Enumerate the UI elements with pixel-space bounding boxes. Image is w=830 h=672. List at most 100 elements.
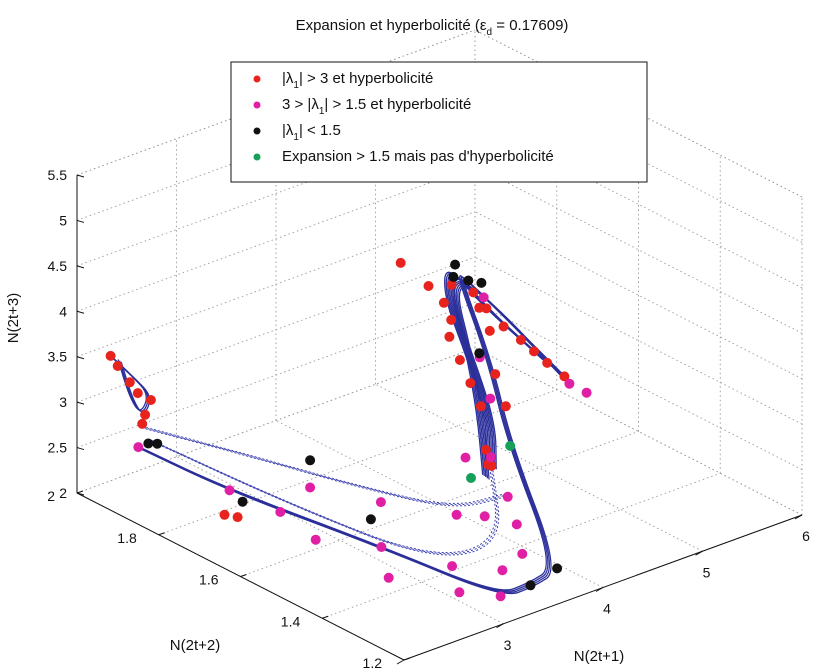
data-point-series-3 <box>474 348 485 359</box>
legend-label-3: |λ1| < 1.5 <box>282 122 341 143</box>
y-tick-mark <box>322 615 329 619</box>
data-point-series-1 <box>219 509 230 520</box>
wall-grid-line <box>76 120 476 267</box>
x-tick-label: 6 <box>802 528 810 544</box>
data-point-series-3 <box>463 275 474 286</box>
data-point-series-1 <box>112 361 123 371</box>
data-point-series-1 <box>446 314 457 325</box>
trajectory-curve <box>142 426 504 504</box>
data-point-series-2 <box>305 482 316 493</box>
y-tick-mark <box>403 657 411 661</box>
x-tick-mark <box>595 587 604 592</box>
data-point-series-1 <box>444 331 455 342</box>
z-tick-label: 4 <box>59 303 67 319</box>
legend-box <box>230 61 648 183</box>
data-point-series-1 <box>475 401 486 412</box>
data-point-series-1 <box>454 355 465 365</box>
data-point-series-1 <box>132 388 143 399</box>
data-point-series-2 <box>497 565 508 576</box>
axes-box <box>76 174 803 665</box>
data-point-series-1 <box>490 369 501 380</box>
data-point-series-3 <box>143 438 154 449</box>
data-point-series-2 <box>479 511 490 522</box>
y-tick-label: 1.6 <box>199 572 219 588</box>
data-point-series-2 <box>133 442 144 453</box>
trajectory-curve <box>452 277 551 469</box>
data-point-series-2 <box>485 452 496 463</box>
data-point-series-1 <box>145 395 156 405</box>
trajectory-curve <box>144 427 505 506</box>
floor-grid-line <box>158 389 557 536</box>
y-tick-label: 1.8 <box>117 530 137 546</box>
y-tick-label: 1.4 <box>281 613 301 629</box>
z-axis-label: N(2t+3) <box>5 293 22 343</box>
data-point-series-2 <box>275 507 286 517</box>
z-tick-label: 3.5 <box>48 349 68 365</box>
data-point-series-3 <box>450 259 461 270</box>
wall-grid-line <box>76 256 476 403</box>
y-tick-label: 1.2 <box>363 655 383 671</box>
z-tick-mark <box>76 492 85 496</box>
y-tick-label: 2 <box>47 488 55 504</box>
data-point-series-1 <box>137 418 148 429</box>
data-point-series-2 <box>502 491 513 502</box>
data-point-series-3 <box>237 496 248 507</box>
trajectory-curve <box>152 441 498 555</box>
data-point-series-1 <box>124 377 135 388</box>
data-point-series-1 <box>480 444 491 455</box>
legend-marker-2 <box>253 101 261 109</box>
x-tick-mark <box>794 514 803 520</box>
data-point-series-2 <box>447 561 458 572</box>
data-point-series-2 <box>383 572 394 583</box>
legend-marker-3 <box>253 127 261 135</box>
data-point-series-2 <box>478 292 489 303</box>
trajectory-curve <box>140 278 568 595</box>
data-point-series-3 <box>476 277 487 288</box>
x-tick-mark <box>496 623 504 629</box>
z-tick-mark <box>76 219 85 223</box>
wall-grid-line <box>76 347 476 494</box>
data-point-series-1 <box>423 281 434 291</box>
data-point-series-4 <box>505 440 516 451</box>
x-tick-mark <box>396 659 405 665</box>
data-point-series-2 <box>564 378 575 389</box>
data-point-series-2 <box>485 393 496 404</box>
data-point-series-1 <box>559 371 570 382</box>
data-point-series-1 <box>498 321 509 332</box>
data-point-series-1 <box>438 297 449 308</box>
y-tick-mark <box>158 532 165 536</box>
data-point-series-2 <box>581 387 592 398</box>
legend-label-4: Expansion > 1.5 mais pas d'hyperbolicité <box>282 148 554 165</box>
data-point-series-4 <box>466 473 476 483</box>
data-point-series-2 <box>495 591 506 602</box>
x-tick-label: 4 <box>603 601 611 617</box>
z-tick-mark <box>76 356 85 360</box>
y-axis-label: N(2t+2) <box>170 637 220 654</box>
data-point-series-2 <box>224 485 235 496</box>
data-point-series-1 <box>515 335 526 345</box>
data-point-series-1 <box>446 279 457 290</box>
x-axis-label: N(2t+1) <box>574 648 624 665</box>
z-tick-label: 5 <box>59 212 67 228</box>
z-tick-mark <box>76 310 85 314</box>
legend-marker-4 <box>253 153 261 161</box>
data-point-series-2 <box>511 519 522 530</box>
y-tick-mark <box>76 490 84 494</box>
z-tick-label: 2 <box>59 485 67 501</box>
data-point-series-1 <box>484 325 495 336</box>
chart-title: Expansion et hyperbolicité (εd = 0.17609… <box>296 17 569 38</box>
wall-grid-line <box>76 302 476 448</box>
data-point-series-1 <box>232 512 243 523</box>
data-point-series-2 <box>376 542 387 552</box>
data-point-series-1 <box>481 303 492 314</box>
data-point-series-2 <box>310 534 321 545</box>
legend: |λ1| > 3 et hyperbolicité 3 > |λ1| > 1.5 … <box>230 61 648 183</box>
trajectory-curve <box>154 442 500 556</box>
data-point-series-3 <box>448 271 459 282</box>
data-point-series-1 <box>542 357 553 368</box>
trajectory-curve <box>151 439 497 554</box>
trajectory-curve <box>135 275 563 591</box>
data-point-series-3 <box>365 514 376 525</box>
wall-grid-line <box>474 165 803 334</box>
